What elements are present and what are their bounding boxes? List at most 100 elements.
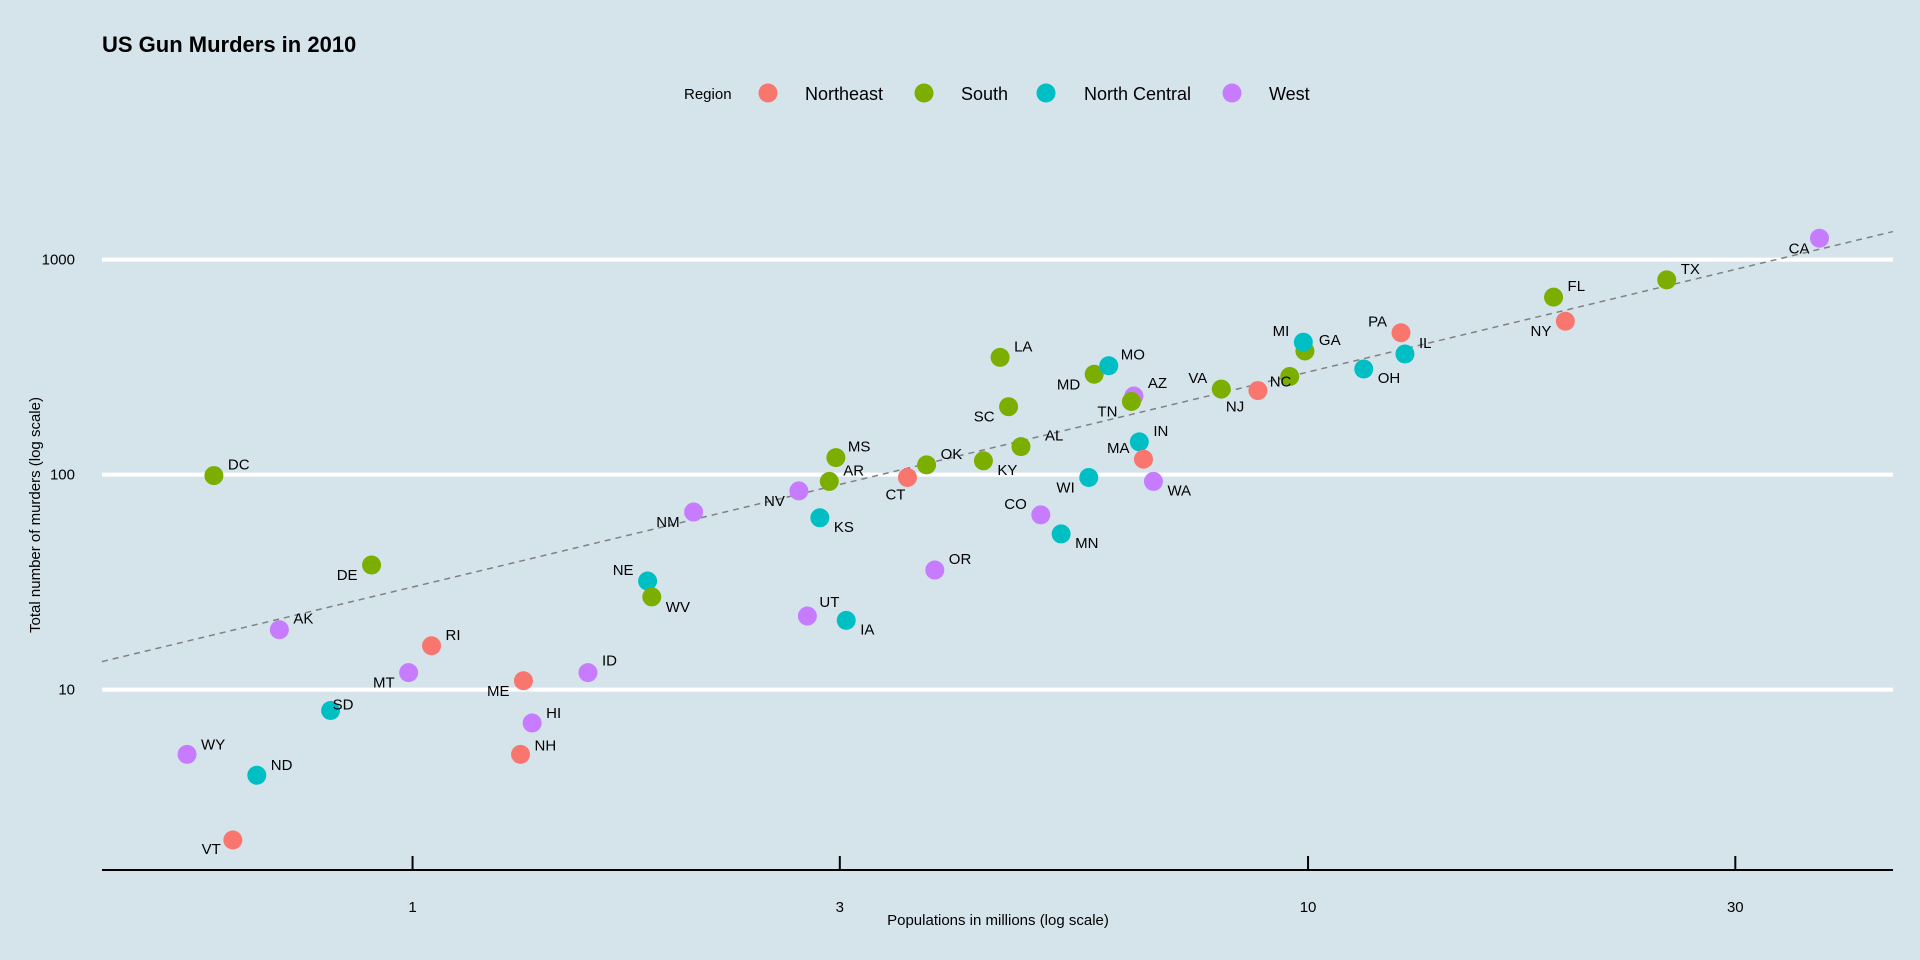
point-label-az: AZ — [1148, 375, 1167, 392]
point-label-mo: MO — [1121, 347, 1145, 364]
reference-line-group — [101, 230, 1894, 663]
point-de — [362, 555, 382, 575]
point-ne — [638, 571, 658, 591]
point-label-co: CO — [1004, 496, 1027, 513]
y-tick-label: 1000 — [42, 252, 75, 269]
legend-swatch-north-central — [1036, 83, 1056, 103]
point-label-ak: AK — [293, 611, 313, 628]
point-tx — [1657, 270, 1677, 290]
point-label-ar: AR — [843, 462, 864, 479]
legend-label-south: South — [961, 84, 1008, 104]
point-label-ne: NE — [613, 562, 634, 579]
point-label-oh: OH — [1378, 370, 1401, 387]
point-label-mn: MN — [1075, 535, 1098, 552]
point-label-id: ID — [602, 653, 617, 670]
point-label-sc: SC — [974, 409, 995, 426]
point-label-nm: NM — [656, 514, 679, 531]
y-tick-label: 100 — [50, 467, 75, 484]
x-tick-label: 30 — [1727, 899, 1744, 916]
point-or — [925, 560, 945, 580]
point-nv — [789, 481, 809, 501]
point-md — [1084, 364, 1104, 384]
point-il — [1395, 344, 1415, 364]
point-label-ri: RI — [446, 627, 461, 644]
legend-title: Region — [684, 86, 732, 103]
legend-label-northeast: Northeast — [805, 84, 883, 104]
point-label-wy: WY — [201, 736, 225, 753]
point-label-mi: MI — [1273, 323, 1290, 340]
point-label-ks: KS — [834, 519, 854, 536]
point-label-ct: CT — [885, 486, 905, 503]
point-label-md: MD — [1057, 376, 1080, 393]
x-tick-label: 3 — [836, 899, 844, 916]
point-nj — [1248, 381, 1268, 401]
point-label-ia: IA — [860, 621, 874, 638]
point-label-nh: NH — [535, 737, 557, 754]
point-co — [1031, 505, 1051, 525]
point-nc — [1280, 367, 1300, 387]
point-al — [1011, 437, 1031, 457]
point-pa — [1391, 323, 1411, 343]
point-dc — [204, 466, 224, 486]
point-label-ut: UT — [819, 594, 839, 611]
point-nm — [684, 502, 704, 522]
point-label-wi: WI — [1056, 479, 1074, 496]
point-mt — [399, 663, 419, 683]
point-va — [1211, 379, 1231, 399]
point-label-pa: PA — [1368, 314, 1387, 331]
y-axis-label: Total number of murders (log scale) — [27, 397, 44, 633]
gridlines: 10 100 1000 — [42, 252, 1893, 699]
point-ky — [973, 451, 993, 471]
point-label-il: IL — [1419, 335, 1432, 352]
point-label-wv: WV — [666, 599, 690, 616]
legend-label-north-central: North Central — [1084, 84, 1191, 104]
point-ri — [422, 636, 442, 656]
point-sc — [999, 397, 1019, 417]
point-label-ok: OK — [941, 446, 963, 463]
point-label-nd: ND — [271, 757, 293, 774]
point-tn — [1121, 391, 1141, 411]
point-label-vt: VT — [202, 841, 221, 858]
point-vt — [223, 830, 243, 850]
point-ny — [1555, 311, 1575, 331]
point-wa — [1143, 471, 1163, 491]
point-labels: AL AK AZ AR CA CO CT DE DC FL GA HI ID IL IN IA KS KY LA ME… — [201, 240, 1809, 858]
point-label-nj: NJ — [1226, 399, 1244, 416]
point-label-ms: MS — [848, 439, 871, 456]
point-label-fl: FL — [1568, 278, 1586, 295]
point-oh — [1354, 359, 1374, 379]
point-nh — [511, 744, 531, 764]
point-label-dc: DC — [228, 457, 250, 474]
point-label-in: IN — [1153, 423, 1168, 440]
legend-swatch-west — [1222, 83, 1242, 103]
data-points — [177, 228, 1829, 850]
point-label-va: VA — [1188, 370, 1207, 387]
point-id — [578, 663, 598, 683]
point-label-tn: TN — [1097, 403, 1117, 420]
point-label-mt: MT — [373, 675, 395, 692]
x-axis: 1 3 10 30 — [102, 856, 1893, 916]
point-ut — [797, 606, 817, 626]
point-me — [513, 671, 533, 691]
legend: Region Northeast South North Central Wes… — [684, 83, 1310, 104]
x-axis-label: Populations in millions (log scale) — [887, 912, 1109, 929]
point-ok — [917, 455, 937, 475]
point-ma — [1133, 449, 1153, 469]
point-fl — [1544, 287, 1564, 307]
chart-title: US Gun Murders in 2010 — [102, 32, 356, 57]
point-in — [1129, 432, 1149, 452]
point-label-la: LA — [1014, 338, 1032, 355]
y-tick-label: 10 — [58, 682, 75, 699]
point-nd — [247, 765, 267, 785]
point-wv — [642, 587, 662, 607]
point-ar — [819, 471, 839, 491]
point-label-nc: NC — [1270, 374, 1292, 391]
point-label-ny: NY — [1531, 323, 1552, 340]
point-mo — [1099, 356, 1119, 376]
point-label-tx: TX — [1681, 261, 1700, 278]
point-ks — [810, 508, 830, 528]
point-label-al: AL — [1045, 428, 1063, 445]
point-mi — [1293, 332, 1313, 352]
